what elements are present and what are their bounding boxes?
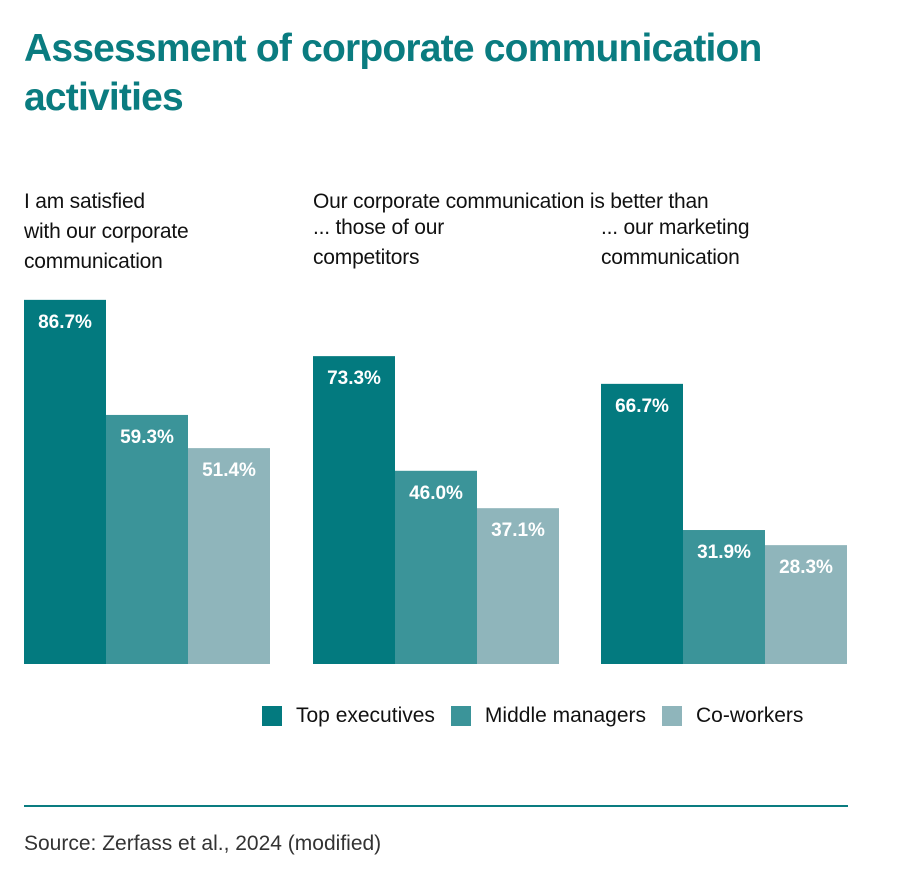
chart-title: Assessment of corporate communication ac… xyxy=(24,27,762,119)
bar-middle-managers-group-2 xyxy=(395,470,477,664)
data-label-middle-managers-group-2: 46.0% xyxy=(409,483,463,504)
data-label-middle-managers-group-1: 59.3% xyxy=(120,427,174,448)
group-label-marketing: ... our marketing communication xyxy=(601,216,750,269)
data-label-top-executives-group-2: 73.3% xyxy=(327,368,381,389)
data-label-co-workers-group-2: 37.1% xyxy=(491,520,545,541)
bar-top-executives-group-3 xyxy=(601,383,683,664)
group-label-header-better-than: Our corporate communication is better th… xyxy=(313,190,709,213)
legend-item-middle-managers: Middle managers xyxy=(450,704,647,728)
data-label-middle-managers-group-3: 31.9% xyxy=(697,542,751,563)
bar-co-workers-group-1 xyxy=(188,448,270,664)
legend-label-middle-managers: Middle managers xyxy=(484,704,647,727)
data-label-top-executives-group-3: 66.7% xyxy=(615,396,669,417)
legend-item-top-executives: Top executives xyxy=(262,704,435,728)
bar-middle-managers-group-1 xyxy=(106,414,188,664)
legend-item-co-workers: Co-workers xyxy=(662,704,803,728)
legend-label-co-workers: Co-workers xyxy=(696,704,804,727)
bar-top-executives-group-2 xyxy=(313,356,395,664)
data-label-top-executives-group-1: 86.7% xyxy=(38,312,92,333)
group-label-satisfied: I am satisfied with our corporate commun… xyxy=(24,190,189,273)
bar-co-workers-group-2 xyxy=(477,508,559,664)
legend-swatch-top-executives xyxy=(262,706,282,726)
legend: Top executives Middle managers Co-worker… xyxy=(262,704,803,728)
source-note: Source: Zerfass et al., 2024 (modified) xyxy=(24,832,382,855)
legend-swatch-co-workers xyxy=(662,706,683,726)
bar-middle-managers-group-3 xyxy=(683,530,765,664)
footer-divider xyxy=(24,805,848,807)
legend-label-top-executives: Top executives xyxy=(296,704,435,727)
data-label-co-workers-group-3: 28.3% xyxy=(779,557,833,578)
bar-top-executives-group-1 xyxy=(24,299,106,664)
data-label-co-workers-group-1: 51.4% xyxy=(202,460,256,481)
group-label-competitors: ... those of our competitors xyxy=(313,216,445,269)
bar-co-workers-group-3 xyxy=(765,545,847,664)
legend-swatch-middle-managers xyxy=(450,706,471,726)
